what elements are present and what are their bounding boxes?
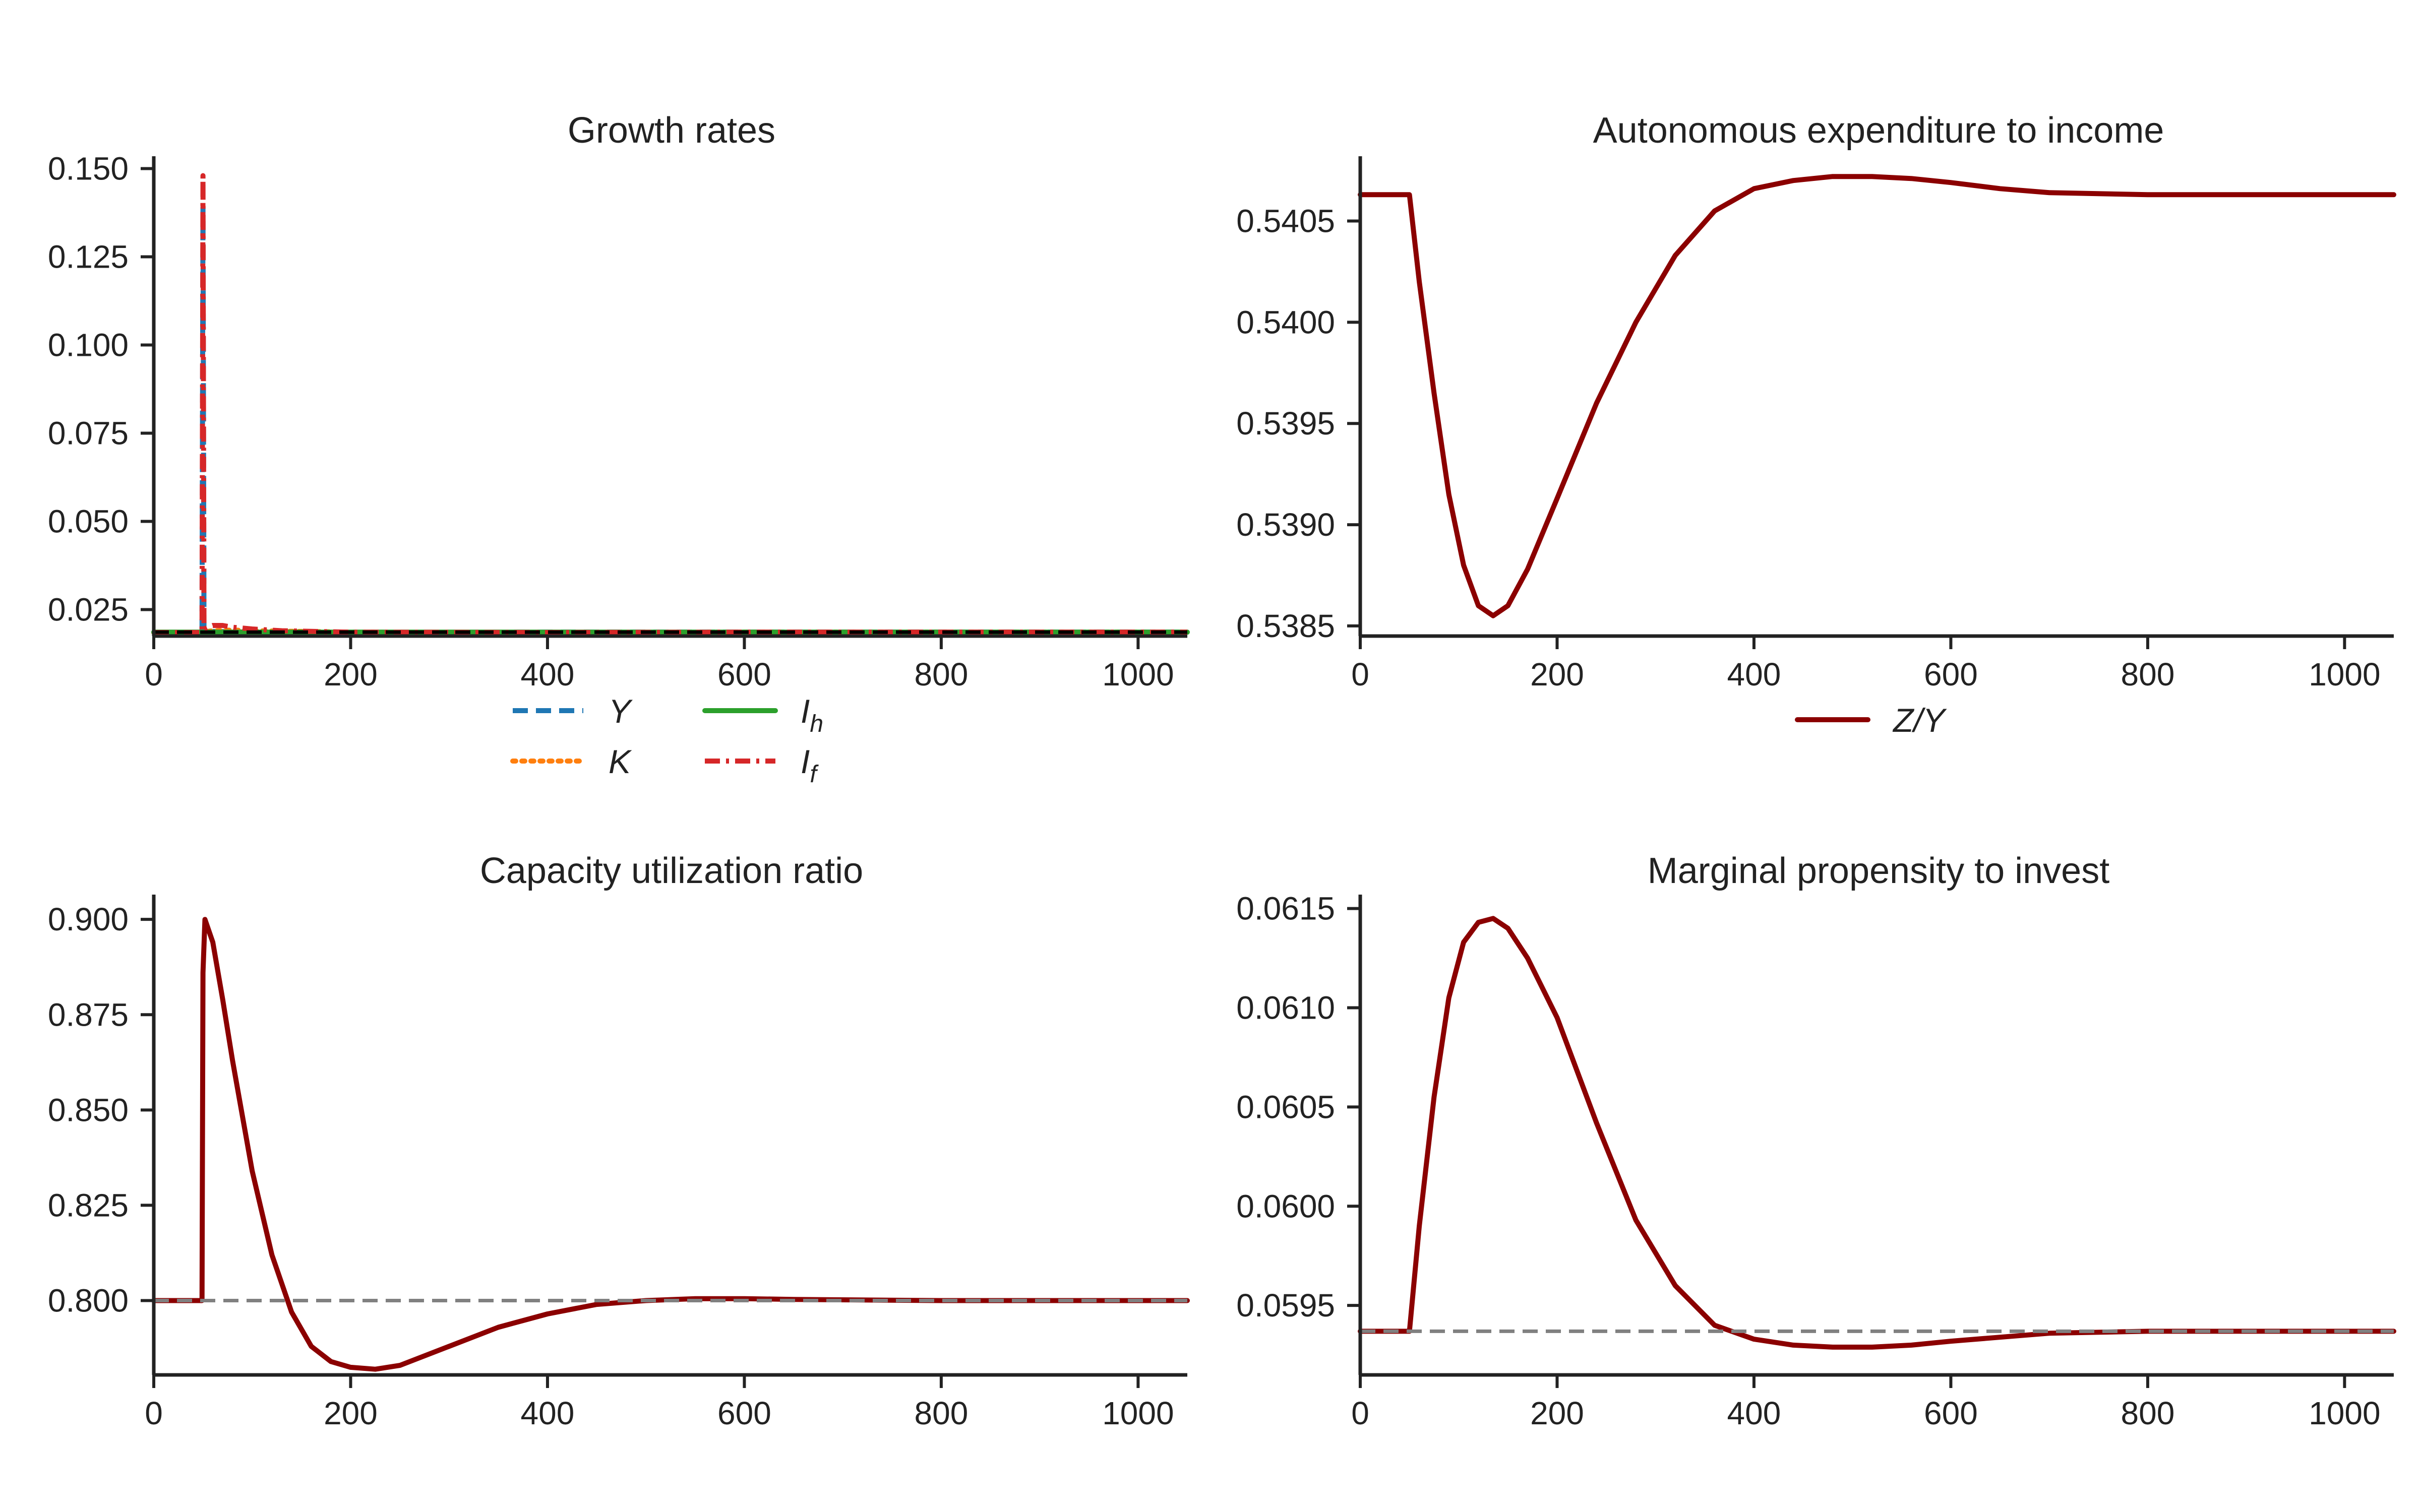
plot-area-growth-rates: 0 200 400 600 800 1000 0.025 0.050 0.075 0.100 0.1… xyxy=(48,151,1190,692)
plot-area-marginal-propensity: 0 200 400 600 800 1000 0.0595 0.0600 0.0605 0.061… xyxy=(1236,891,2396,1431)
y-tick-label: 0.5390 xyxy=(1236,507,1335,543)
x-tick-label: 800 xyxy=(2121,1395,2175,1431)
panel-capacity-utilization: Capacity utilization ratio 0 200 400 600 800… xyxy=(48,851,1190,1431)
series-line-0 xyxy=(1358,916,2396,1350)
x-tick-label: 0 xyxy=(1351,656,1369,692)
x-tick-label: 800 xyxy=(915,656,969,692)
x-tick-label: 200 xyxy=(1530,1395,1584,1431)
y-tick-label: 0.5400 xyxy=(1236,304,1335,340)
y-tick-label: 0.850 xyxy=(48,1092,129,1128)
chart-title: Growth rates xyxy=(568,110,775,151)
panel-growth-rates: Growth rates 0 200 400 600 800 1000 0.025 0.050… xyxy=(48,110,1190,788)
x-tick-label: 400 xyxy=(521,656,575,692)
y-tick-label: 0.0615 xyxy=(1236,891,1335,927)
legend-label: K xyxy=(609,743,632,780)
plot-area-autonomous-expenditure: 0 200 400 600 800 1000 0.5385 0.5390 0.5395 0.540… xyxy=(1236,156,2396,692)
legend-label: If xyxy=(801,743,819,788)
x-tick-label: 1000 xyxy=(2309,1395,2380,1431)
x-tick-label: 0 xyxy=(145,1395,163,1431)
x-tick-label: 1000 xyxy=(1102,656,1174,692)
y-tick-label: 0.0595 xyxy=(1236,1287,1335,1324)
x-tick-label: 800 xyxy=(2121,656,2175,692)
y-tick-label: 0.125 xyxy=(48,239,129,275)
panel-autonomous-expenditure: Autonomous expenditure to income 0 200 400… xyxy=(1236,110,2396,739)
y-tick-label: 0.0605 xyxy=(1236,1089,1335,1125)
y-tick-label: 0.5405 xyxy=(1236,203,1335,239)
y-tick-label: 0.0610 xyxy=(1236,989,1335,1026)
x-tick-label: 600 xyxy=(1924,1395,1978,1431)
legend-label: Z/Y xyxy=(1892,702,1947,739)
x-tick-label: 0 xyxy=(1351,1395,1369,1431)
x-tick-label: 1000 xyxy=(2309,656,2380,692)
legend-label: Y xyxy=(609,692,633,730)
series-line-y xyxy=(154,205,1187,635)
y-tick-label: 0.800 xyxy=(48,1283,129,1319)
y-tick-label: 0.100 xyxy=(48,327,129,363)
legend-autonomous-expenditure: Z/Y xyxy=(1795,702,1947,739)
y-tick-label: 0.075 xyxy=(48,415,129,452)
chart-title: Capacity utilization ratio xyxy=(480,851,863,891)
x-tick-label: 200 xyxy=(1530,656,1584,692)
y-tick-label: 0.0600 xyxy=(1236,1188,1335,1224)
x-tick-label: 0 xyxy=(145,656,163,692)
x-tick-label: 400 xyxy=(1727,1395,1781,1431)
x-tick-label: 600 xyxy=(717,1395,771,1431)
y-tick-label: 0.150 xyxy=(48,151,129,187)
x-tick-label: 400 xyxy=(1727,656,1781,692)
x-tick-label: 400 xyxy=(521,1395,575,1431)
x-tick-label: 600 xyxy=(717,656,771,692)
series-line-z-y xyxy=(1358,174,2396,618)
y-tick-label: 0.050 xyxy=(48,503,129,540)
y-tick-label: 0.825 xyxy=(48,1187,129,1223)
legend-label: Ih xyxy=(801,692,823,737)
x-tick-label: 1000 xyxy=(1102,1395,1174,1431)
plot-area-capacity-utilization: 0 200 400 600 800 1000 0.800 0.825 0.850 0.875 0.9… xyxy=(48,895,1190,1431)
y-tick-label: 0.025 xyxy=(48,592,129,628)
y-tick-label: 0.900 xyxy=(48,901,129,937)
x-tick-label: 600 xyxy=(1924,656,1978,692)
series-line-i-f xyxy=(154,173,1187,635)
chart-title: Marginal propensity to invest xyxy=(1648,851,2109,891)
x-tick-label: 200 xyxy=(324,1395,378,1431)
panel-marginal-propensity: Marginal propensity to invest 0 200 400 600… xyxy=(1236,851,2396,1431)
x-tick-label: 200 xyxy=(324,656,378,692)
legend-growth-rates: YK Ih If xyxy=(510,692,823,788)
y-tick-label: 0.875 xyxy=(48,996,129,1033)
chart-title: Autonomous expenditure to income xyxy=(1593,110,2164,151)
y-tick-label: 0.5385 xyxy=(1236,608,1335,644)
y-tick-label: 0.5395 xyxy=(1236,405,1335,442)
x-tick-label: 800 xyxy=(915,1395,969,1431)
